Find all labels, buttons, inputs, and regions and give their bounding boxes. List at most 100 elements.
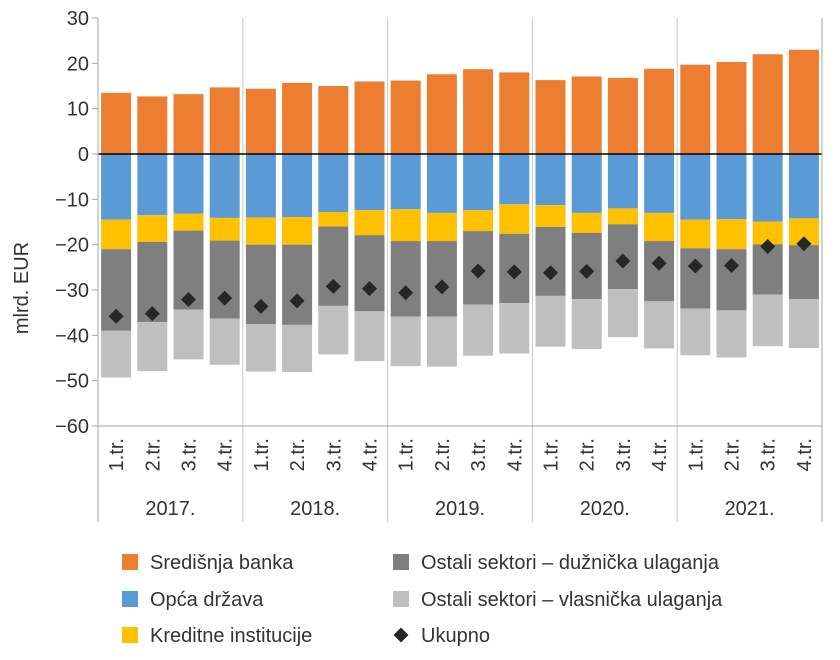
bar bbox=[354, 311, 385, 362]
bar bbox=[463, 304, 494, 356]
bar bbox=[245, 88, 276, 154]
bar bbox=[282, 244, 313, 325]
bar bbox=[644, 68, 675, 154]
bar bbox=[716, 154, 747, 220]
bar bbox=[499, 154, 530, 205]
bar bbox=[752, 154, 783, 222]
x-tick-label: 2.tr. bbox=[432, 438, 454, 471]
total-marker bbox=[325, 278, 341, 294]
total-marker bbox=[760, 238, 776, 254]
x-tick-label: 4.tr. bbox=[360, 438, 382, 471]
x-tick-label: 1.tr. bbox=[106, 438, 128, 471]
x-tick-label: 3.tr. bbox=[323, 438, 345, 471]
bar bbox=[680, 64, 711, 154]
legend-label: Ostali sektori – dužnička ulaganja bbox=[421, 552, 720, 574]
bar bbox=[463, 154, 494, 211]
bar bbox=[535, 295, 566, 347]
y-tick-label: −10 bbox=[55, 189, 89, 211]
bar bbox=[644, 241, 675, 302]
x-axis: 1.tr. 2.tr. 3.tr. 4.tr. 2017. 1.tr. 2.tr. 3.tr.… bbox=[97, 18, 823, 522]
x-tick-label: 1.tr. bbox=[541, 438, 563, 471]
x-group-label: 2017. bbox=[145, 498, 195, 520]
bar bbox=[390, 80, 421, 154]
legend-label: Opća država bbox=[150, 589, 264, 611]
bar bbox=[245, 324, 276, 372]
y-axis: 30 20 10 0 −10 −20 −30 −40 −50 −60 bbox=[55, 8, 99, 438]
x-tick-label: 4.tr. bbox=[215, 438, 237, 471]
y-tick-label: 20 bbox=[67, 53, 89, 75]
bar bbox=[463, 69, 494, 154]
legend-swatch bbox=[393, 591, 409, 607]
x-tick-label: 3.tr. bbox=[758, 438, 780, 471]
x-group-label: 2019. bbox=[435, 498, 485, 520]
bar bbox=[209, 87, 240, 154]
total-marker bbox=[362, 281, 377, 297]
total-marker bbox=[615, 253, 631, 269]
bar bbox=[209, 240, 240, 319]
legend-swatch bbox=[393, 554, 409, 570]
bar bbox=[788, 49, 819, 154]
x-tick-label: 1.tr. bbox=[396, 438, 418, 471]
x-group-label: 2021. bbox=[725, 498, 775, 520]
bar bbox=[318, 86, 349, 154]
total-marker bbox=[253, 298, 269, 314]
legend-swatch bbox=[122, 627, 138, 643]
total-marker bbox=[579, 263, 595, 279]
bar bbox=[752, 294, 783, 347]
y-tick-label: −30 bbox=[55, 280, 89, 302]
bar bbox=[752, 54, 783, 155]
bar bbox=[680, 248, 711, 309]
total-marker bbox=[144, 306, 160, 322]
bar bbox=[101, 330, 132, 378]
bar bbox=[354, 154, 385, 211]
bar bbox=[535, 205, 566, 227]
bar bbox=[426, 212, 457, 242]
x-tick-label: 2.tr. bbox=[722, 438, 744, 471]
x-tick-label: 3.tr. bbox=[179, 438, 201, 471]
legend-label: Središnja banka bbox=[150, 552, 294, 574]
bar bbox=[354, 81, 385, 154]
x-tick-label: 1.tr. bbox=[685, 438, 707, 471]
legend: Središnja banka Opća država Kreditne insti… bbox=[122, 552, 723, 647]
bar bbox=[788, 299, 819, 349]
bar bbox=[209, 217, 240, 241]
x-tick-label: 3.tr. bbox=[613, 438, 635, 471]
bar bbox=[680, 308, 711, 356]
y-tick-label: −40 bbox=[55, 325, 89, 347]
bar bbox=[318, 212, 349, 227]
y-tick-label: −50 bbox=[55, 371, 89, 393]
legend-label: Kreditne institucije bbox=[150, 625, 312, 647]
bar bbox=[426, 154, 457, 213]
bar bbox=[318, 226, 349, 306]
total-marker bbox=[687, 258, 703, 274]
bar bbox=[282, 324, 313, 373]
y-tick-label: 10 bbox=[67, 99, 89, 121]
bar bbox=[571, 154, 602, 213]
bar bbox=[173, 94, 204, 154]
x-tick-label: 4.tr. bbox=[794, 438, 816, 471]
bar bbox=[644, 212, 675, 242]
bar bbox=[101, 154, 132, 220]
legend-label: Ostali sektori – vlasnička ulaganja bbox=[421, 589, 723, 611]
bar bbox=[535, 226, 566, 296]
legend-swatch bbox=[122, 554, 138, 570]
x-tick-label: 1.tr. bbox=[251, 438, 273, 471]
bar bbox=[390, 316, 421, 367]
bar bbox=[173, 309, 204, 360]
y-tick-label: −60 bbox=[55, 416, 89, 438]
bar bbox=[354, 210, 385, 236]
y-tick-label: 30 bbox=[67, 8, 89, 30]
total-marker bbox=[506, 264, 522, 280]
x-tick-label: 4.tr. bbox=[649, 438, 671, 471]
bar bbox=[137, 154, 168, 216]
bar bbox=[245, 154, 276, 218]
bar bbox=[607, 289, 638, 338]
x-tick-label: 3.tr. bbox=[468, 438, 490, 471]
bar bbox=[571, 299, 602, 349]
bar bbox=[426, 74, 457, 154]
bar bbox=[716, 310, 747, 358]
total-marker bbox=[543, 265, 558, 281]
x-tick-label: 2.tr. bbox=[287, 438, 309, 471]
bar bbox=[499, 303, 530, 354]
